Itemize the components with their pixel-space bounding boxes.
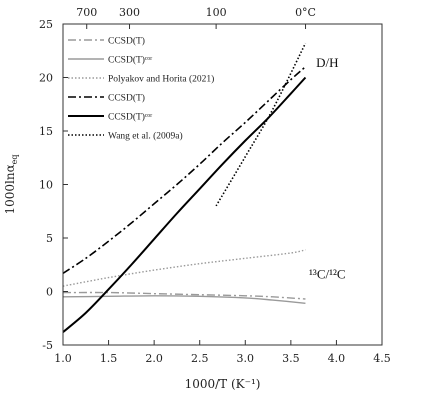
y-tick-label: 10 [39, 179, 53, 192]
top-tick-label: 0°C [295, 6, 316, 19]
y-tick-label: 20 [39, 72, 53, 85]
top-tick-label: 100 [206, 6, 227, 19]
annotation-label: D/H [316, 55, 338, 70]
series-line-carbon-dashdot [63, 291, 306, 300]
x-tick-label: 4.0 [328, 352, 346, 365]
annotation-label: ¹³C/¹²C [309, 267, 346, 282]
top-tick-label: 300 [119, 6, 140, 19]
annotations: D/H ¹³C/¹²C [309, 55, 346, 282]
x-axis-label: 1000/T (K⁻¹) [185, 377, 261, 391]
x-tick-label: 4.5 [373, 352, 391, 365]
series-line-hydrogen-solid [63, 76, 307, 333]
y-tick-label: 0 [46, 286, 53, 299]
axes-layer: 1.0 1.5 2.0 2.5 3.0 3.5 4.0 4.5 -5 0 5 10 15 20 25 700 3… [3, 6, 391, 391]
top-tick-label: 700 [76, 6, 97, 19]
legend-label: CCSD(T) [108, 93, 145, 104]
x-tick-label: 3.0 [237, 352, 255, 365]
series-line-hydrogen-dashdot [63, 66, 306, 274]
legend-label: CCSD(T) [108, 36, 145, 47]
series-line-hydrogen-dotted [215, 42, 307, 207]
series-line-carbon-solid [63, 295, 306, 304]
legend-label: CCSD(T)ᶜᵒʳ [108, 55, 152, 66]
x-tick-label: 3.5 [282, 352, 300, 365]
legend: CCSD(T) CCSD(T)ᶜᵒʳ Polyakov and Horita (20… [68, 36, 214, 142]
series-line-carbon-dotted [63, 249, 306, 287]
x-tick-label: 2.5 [191, 352, 209, 365]
x-tick-label: 1.0 [54, 352, 72, 365]
x-tick-label: 1.5 [100, 352, 118, 365]
legend-label: CCSD(T)ᶜᵒʳ [108, 112, 152, 123]
y-axis-label-subscript: eq [10, 154, 19, 164]
x-tick-label: 2.0 [145, 352, 163, 365]
y-tick-label: 15 [39, 125, 53, 138]
y-tick-label: 25 [39, 18, 53, 31]
y-tick-label: 5 [46, 232, 53, 245]
y-tick-label: -5 [42, 339, 53, 352]
legend-label: Polyakov and Horita (2021) [108, 74, 214, 85]
legend-label: Wang et al. (2009a) [108, 131, 183, 142]
y-axis-label: 1000lnαeq [3, 154, 19, 214]
series-layer [63, 42, 307, 333]
